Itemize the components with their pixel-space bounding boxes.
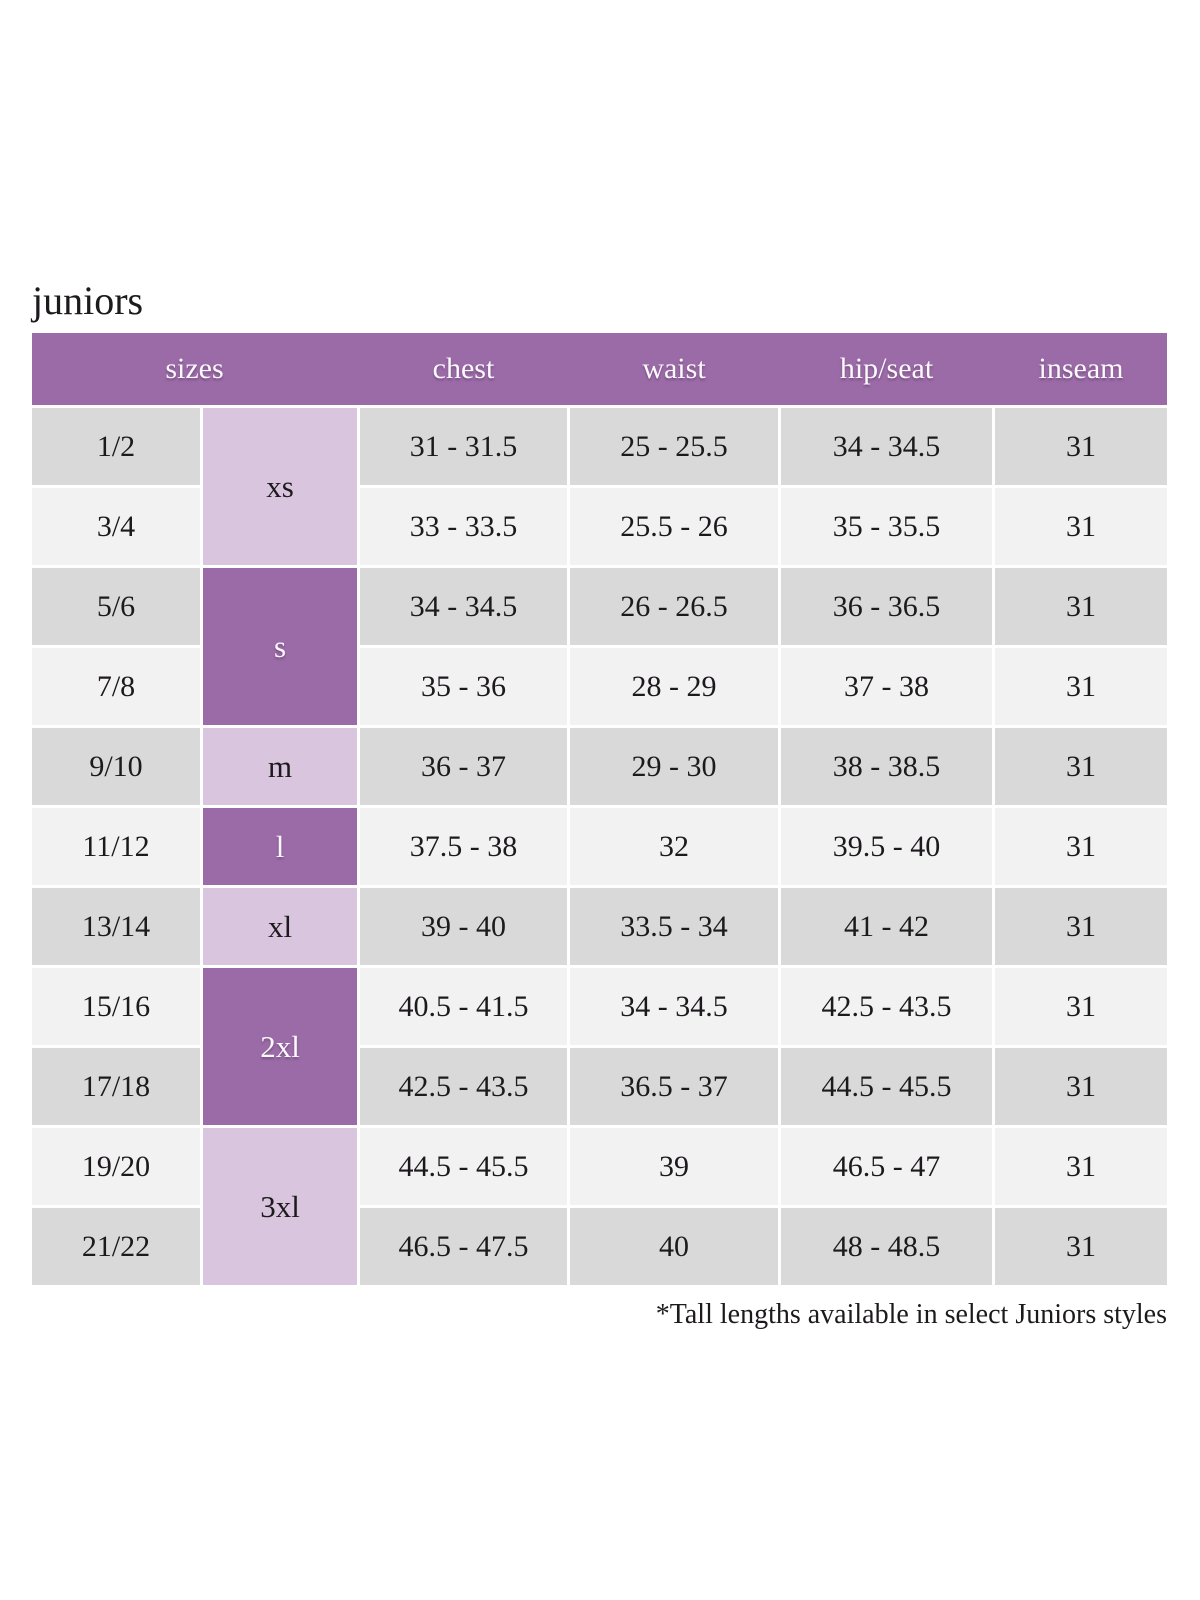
size-range-cell: 17/18 (32, 1048, 200, 1125)
inseam-cell: 31 (995, 968, 1167, 1045)
size-range-cell: 21/22 (32, 1208, 200, 1285)
column-header-chest: chest (432, 352, 495, 385)
chest-cell: 33 - 33.5 (360, 488, 567, 565)
size-range-cell: 7/8 (32, 648, 200, 725)
size-letter-2xl: 2xl (203, 968, 357, 1125)
waist-cell: 34 - 34.5 (570, 968, 778, 1045)
chest-cell: 40.5 - 41.5 (360, 968, 567, 1045)
chest-cell: 31 - 31.5 (360, 408, 567, 485)
inseam-cell: 31 (995, 568, 1167, 645)
column-header-inseam: inseam (1038, 352, 1124, 385)
size-letter-l: l (203, 808, 357, 885)
hip-seat-cell: 48 - 48.5 (781, 1208, 992, 1285)
inseam-cell: 31 (995, 728, 1167, 805)
waist-cell: 26 - 26.5 (570, 568, 778, 645)
inseam-cell: 31 (995, 808, 1167, 885)
chest-cell: 42.5 - 43.5 (360, 1048, 567, 1125)
chest-cell: 39 - 40 (360, 888, 567, 965)
hip-seat-cell: 41 - 42 (781, 888, 992, 965)
hip-seat-cell: 37 - 38 (781, 648, 992, 725)
hip-seat-cell: 42.5 - 43.5 (781, 968, 992, 1045)
size-range-cell: 3/4 (32, 488, 200, 565)
waist-cell: 29 - 30 (570, 728, 778, 805)
inseam-cell: 31 (995, 1208, 1167, 1285)
inseam-cell: 31 (995, 888, 1167, 965)
size-letter-m: m (203, 728, 357, 805)
size-range-cell: 9/10 (32, 728, 200, 805)
column-header-sizes: sizes (165, 352, 224, 385)
size-range-cell: 19/20 (32, 1128, 200, 1205)
chest-cell: 34 - 34.5 (360, 568, 567, 645)
inseam-cell: 31 (995, 488, 1167, 565)
waist-cell: 33.5 - 34 (570, 888, 778, 965)
hip-seat-cell: 38 - 38.5 (781, 728, 992, 805)
size-letter-xs: xs (203, 408, 357, 565)
size-letter-s: s (203, 568, 357, 725)
page-title: juniors (32, 278, 144, 323)
inseam-cell: 31 (995, 648, 1167, 725)
chest-cell: 36 - 37 (360, 728, 567, 805)
waist-cell: 25.5 - 26 (570, 488, 778, 565)
column-header-hip-seat: hip/seat (839, 352, 934, 385)
hip-seat-cell: 39.5 - 40 (781, 808, 992, 885)
chest-cell: 46.5 - 47.5 (360, 1208, 567, 1285)
inseam-cell: 31 (995, 1048, 1167, 1125)
column-header-waist: waist (642, 352, 706, 385)
table-header-row: sizes chest waist hip/seat inseam (32, 333, 1167, 405)
hip-seat-cell: 46.5 - 47 (781, 1128, 992, 1205)
size-chart-page: juniors sizes chest waist hip/seat insea… (32, 278, 1167, 1330)
chest-cell: 37.5 - 38 (360, 808, 567, 885)
waist-cell: 25 - 25.5 (570, 408, 778, 485)
waist-cell: 28 - 29 (570, 648, 778, 725)
waist-cell: 36.5 - 37 (570, 1048, 778, 1125)
chest-cell: 44.5 - 45.5 (360, 1128, 567, 1205)
waist-cell: 40 (570, 1208, 778, 1285)
size-range-cell: 13/14 (32, 888, 200, 965)
size-range-cell: 15/16 (32, 968, 200, 1045)
waist-cell: 39 (570, 1128, 778, 1205)
waist-cell: 32 (570, 808, 778, 885)
size-letter-3xl: 3xl (203, 1128, 357, 1285)
hip-seat-cell: 36 - 36.5 (781, 568, 992, 645)
footnote: *Tall lengths available in select Junior… (655, 1299, 1167, 1330)
juniors-size-table: sizes chest waist hip/seat inseam 1/2 31 … (32, 333, 1167, 1285)
chest-cell: 35 - 36 (360, 648, 567, 725)
inseam-cell: 31 (995, 408, 1167, 485)
hip-seat-cell: 44.5 - 45.5 (781, 1048, 992, 1125)
size-range-cell: 1/2 (32, 408, 200, 485)
size-range-cell: 11/12 (32, 808, 200, 885)
size-letter-xl: xl (203, 888, 357, 965)
size-range-cell: 5/6 (32, 568, 200, 645)
hip-seat-cell: 34 - 34.5 (781, 408, 992, 485)
inseam-cell: 31 (995, 1128, 1167, 1205)
hip-seat-cell: 35 - 35.5 (781, 488, 992, 565)
